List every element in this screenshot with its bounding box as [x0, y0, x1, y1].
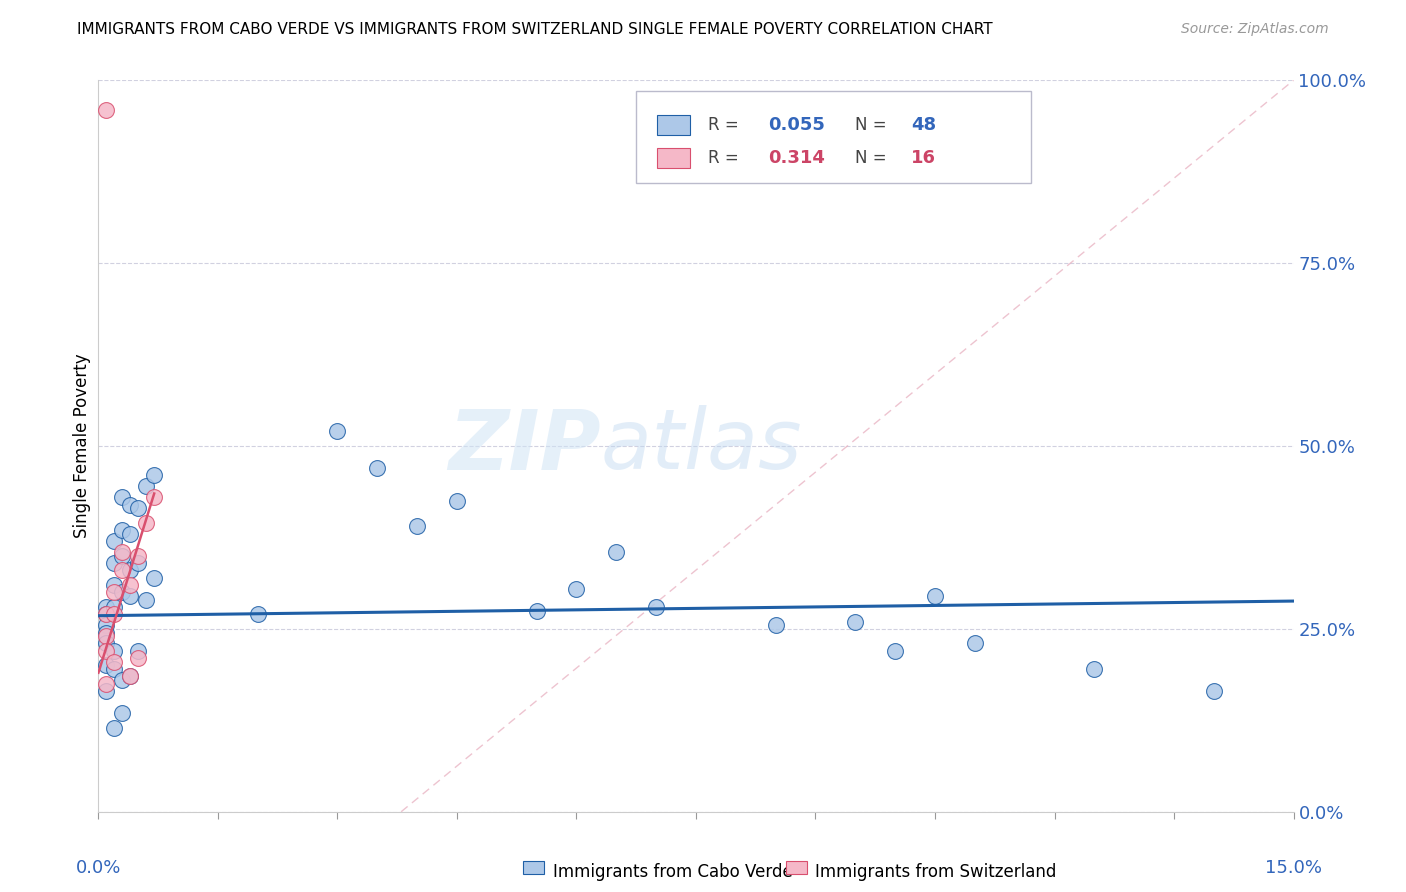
FancyBboxPatch shape [637, 91, 1031, 183]
Point [96, 676, 118, 690]
Point [120, 563, 142, 577]
Point [120, 669, 142, 683]
Point [963, 636, 986, 650]
Point [120, 669, 142, 683]
Point [96, 103, 118, 117]
Point [96, 644, 118, 658]
Point [844, 615, 866, 629]
Point [765, 618, 787, 632]
Point [1202, 684, 1225, 698]
FancyBboxPatch shape [523, 861, 544, 874]
Point [96, 684, 118, 698]
Point [103, 585, 125, 599]
Point [446, 494, 468, 508]
Point [645, 599, 668, 614]
Point [406, 519, 429, 533]
Text: IMMIGRANTS FROM CABO VERDE VS IMMIGRANTS FROM SWITZERLAND SINGLE FEMALE POVERTY : IMMIGRANTS FROM CABO VERDE VS IMMIGRANTS… [77, 22, 993, 37]
Point [326, 425, 349, 439]
Point [96, 625, 118, 640]
Point [127, 556, 149, 570]
Point [111, 585, 134, 599]
Point [111, 549, 134, 563]
Point [103, 721, 125, 735]
FancyBboxPatch shape [657, 115, 690, 135]
Text: Source: ZipAtlas.com: Source: ZipAtlas.com [1181, 22, 1329, 37]
Point [96, 629, 118, 643]
Point [96, 607, 118, 622]
Point [120, 526, 142, 541]
Point [111, 545, 134, 559]
Point [924, 589, 946, 603]
Point [135, 592, 157, 607]
Y-axis label: Single Female Poverty: Single Female Poverty [73, 354, 91, 538]
Point [143, 468, 166, 483]
Point [120, 498, 142, 512]
Point [103, 655, 125, 669]
Point [111, 706, 134, 720]
FancyBboxPatch shape [657, 147, 690, 168]
Point [135, 479, 157, 493]
Text: 0.055: 0.055 [768, 116, 824, 134]
Point [526, 603, 548, 617]
Text: 0.314: 0.314 [768, 149, 824, 167]
Point [103, 644, 125, 658]
Point [143, 571, 166, 585]
Text: ZIP: ZIP [447, 406, 600, 486]
Text: R =: R = [709, 116, 738, 134]
Point [143, 490, 166, 504]
Point [103, 556, 125, 570]
Point [103, 599, 125, 614]
Point [96, 599, 118, 614]
Point [127, 549, 149, 563]
Point [127, 501, 149, 516]
Text: 48: 48 [911, 116, 936, 134]
Point [103, 662, 125, 676]
Point [111, 490, 134, 504]
Point [120, 589, 142, 603]
Point [96, 607, 118, 622]
Point [103, 534, 125, 549]
Text: 16: 16 [911, 149, 936, 167]
Text: 0.0%: 0.0% [76, 859, 121, 877]
Point [103, 578, 125, 592]
Point [111, 523, 134, 537]
FancyBboxPatch shape [786, 861, 807, 874]
Point [605, 545, 627, 559]
Point [127, 651, 149, 665]
Point [366, 461, 388, 475]
Point [111, 563, 134, 577]
Point [96, 618, 118, 632]
Point [120, 578, 142, 592]
Point [127, 644, 149, 658]
Text: Immigrants from Switzerland: Immigrants from Switzerland [815, 863, 1057, 881]
Point [246, 607, 269, 622]
Point [96, 636, 118, 650]
Text: Immigrants from Cabo Verde: Immigrants from Cabo Verde [553, 863, 793, 881]
Point [103, 607, 125, 622]
Text: R =: R = [709, 149, 738, 167]
Point [111, 673, 134, 687]
Point [884, 644, 907, 658]
Point [96, 658, 118, 673]
Text: N =: N = [855, 149, 887, 167]
Point [565, 582, 588, 596]
Text: N =: N = [855, 116, 887, 134]
Text: atlas: atlas [600, 406, 801, 486]
Point [135, 516, 157, 530]
Text: 15.0%: 15.0% [1265, 859, 1322, 877]
Point [1083, 662, 1105, 676]
